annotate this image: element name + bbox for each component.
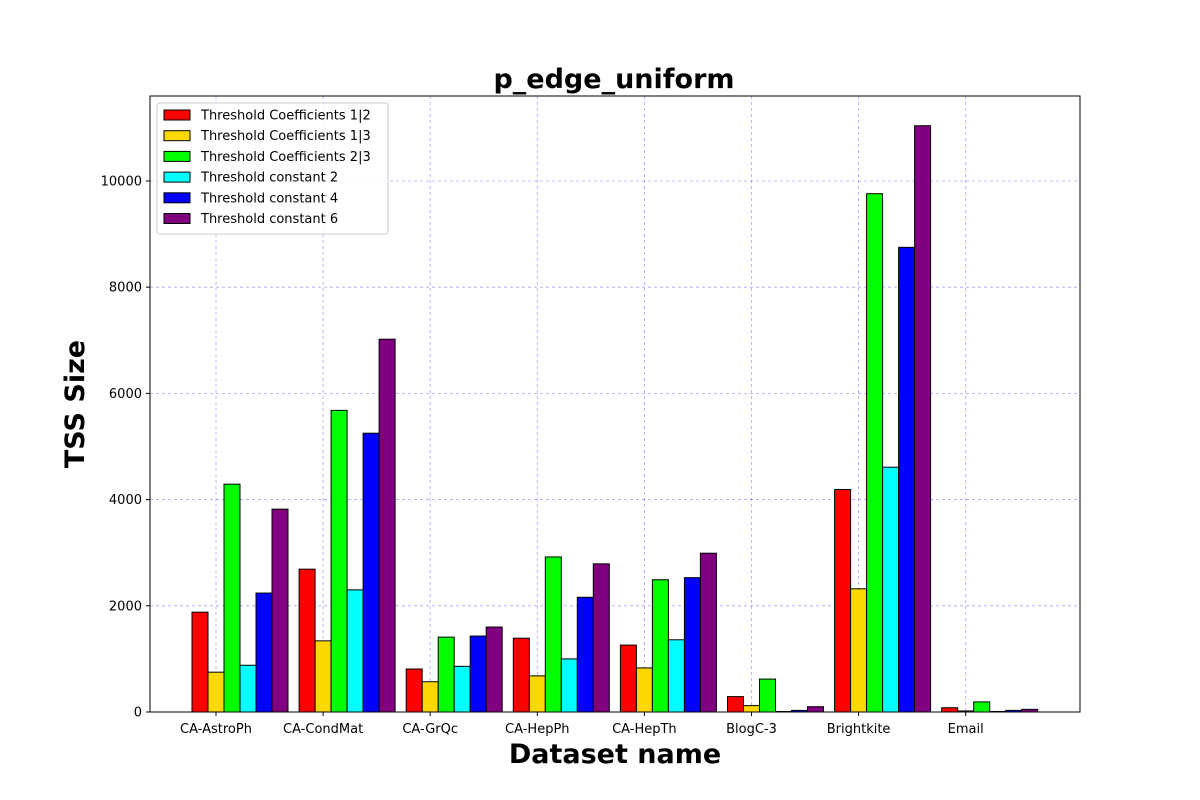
y-tick-label: 4000	[109, 493, 142, 508]
bar-2-7	[973, 701, 991, 713]
bar-2-6	[866, 193, 884, 713]
x-tick-label: CA-GrQc	[402, 722, 458, 737]
bar-5-5	[807, 706, 824, 713]
y-axis-ticks: 0 2000 4000 6000 8000 10000	[101, 174, 150, 721]
y-axis-label: TSS Size	[60, 340, 91, 468]
legend-swatch	[163, 213, 191, 224]
bar-0-5	[727, 696, 744, 713]
bar-5-0	[271, 508, 289, 713]
legend-frame	[156, 102, 389, 235]
bars	[191, 125, 1039, 713]
bar-4-3	[576, 596, 594, 713]
x-tick-label: BlogC-3	[726, 722, 777, 737]
legend-entry: Threshold constant 2	[200, 171, 338, 186]
bar-0-1	[298, 568, 316, 713]
y-tick-label: 2000	[109, 599, 142, 614]
bar-1-4	[635, 667, 653, 713]
x-tick-label: CA-HepTh	[612, 722, 677, 737]
bar-5-4	[699, 552, 717, 713]
legend-entry: Threshold Coefficients 1|3	[200, 129, 371, 144]
bar-4-2	[469, 635, 487, 713]
x-tick-label: Email	[948, 722, 984, 737]
bar-2-3	[544, 556, 562, 713]
bar-3-6	[882, 466, 900, 713]
bar-4-0	[255, 592, 273, 713]
legend-entry: Threshold constant 4	[200, 191, 338, 206]
legend-swatch	[163, 130, 191, 142]
x-axis-label: Dataset name	[509, 739, 721, 770]
y-tick-label: 0	[134, 706, 142, 721]
bar-2-1	[330, 409, 348, 713]
legend: Threshold Coefficients 1|2 Threshold Coef…	[156, 102, 389, 235]
bar-1-0	[207, 671, 225, 713]
bar-2-2	[437, 636, 455, 713]
y-tick-label: 8000	[109, 281, 142, 296]
bar-0-7	[941, 707, 959, 713]
x-axis-ticks: CA-AstroPh CA-CondMat CA-GrQc CA-HepPh CA-He…	[180, 712, 984, 737]
x-tick-label: Brightkite	[827, 722, 891, 737]
legend-entry: Threshold Coefficients 1|2	[200, 109, 371, 124]
x-tick-label: CA-AstroPh	[180, 722, 252, 737]
bar-3-2	[453, 665, 471, 713]
bar-2-0	[223, 483, 241, 713]
legend-swatch	[163, 109, 191, 121]
y-tick-label: 10000	[101, 174, 142, 189]
bar-1-2	[421, 681, 439, 713]
bar-4-6	[898, 246, 916, 713]
bar-5-1	[378, 338, 396, 713]
legend-entry: Threshold Coefficients 2|3	[200, 150, 371, 165]
bar-3-4	[667, 639, 685, 713]
bar-5-3	[592, 563, 610, 713]
legend-swatch	[163, 171, 191, 183]
bar-3-3	[560, 658, 578, 713]
bar-3-1	[346, 589, 364, 713]
chart-title: p_edge_uniform	[493, 64, 734, 95]
bar-4-1	[362, 432, 380, 713]
legend-swatch	[163, 192, 191, 204]
y-tick-label: 6000	[109, 387, 142, 402]
bar-1-3	[528, 675, 546, 713]
bar-1-6	[850, 588, 868, 713]
bar-0-4	[619, 644, 637, 713]
bar-4-4	[683, 577, 701, 713]
bar-0-2	[405, 668, 423, 713]
bar-0-6	[834, 488, 852, 713]
bar-0-3	[512, 637, 530, 713]
x-tick-label: CA-CondMat	[283, 722, 363, 737]
bar-5-6	[914, 125, 932, 713]
legend-swatch	[163, 150, 191, 162]
bar-0-0	[191, 611, 209, 713]
legend-entry: Threshold constant 6	[200, 212, 338, 227]
bar-3-0	[239, 664, 257, 713]
bar-1-5	[743, 705, 760, 713]
bar-2-5	[759, 678, 776, 713]
bar-2-4	[651, 579, 669, 713]
x-tick-label: CA-HepPh	[505, 722, 569, 737]
bar-5-2	[485, 626, 503, 713]
bar-1-1	[314, 640, 332, 713]
plot-frame	[149, 95, 1081, 713]
